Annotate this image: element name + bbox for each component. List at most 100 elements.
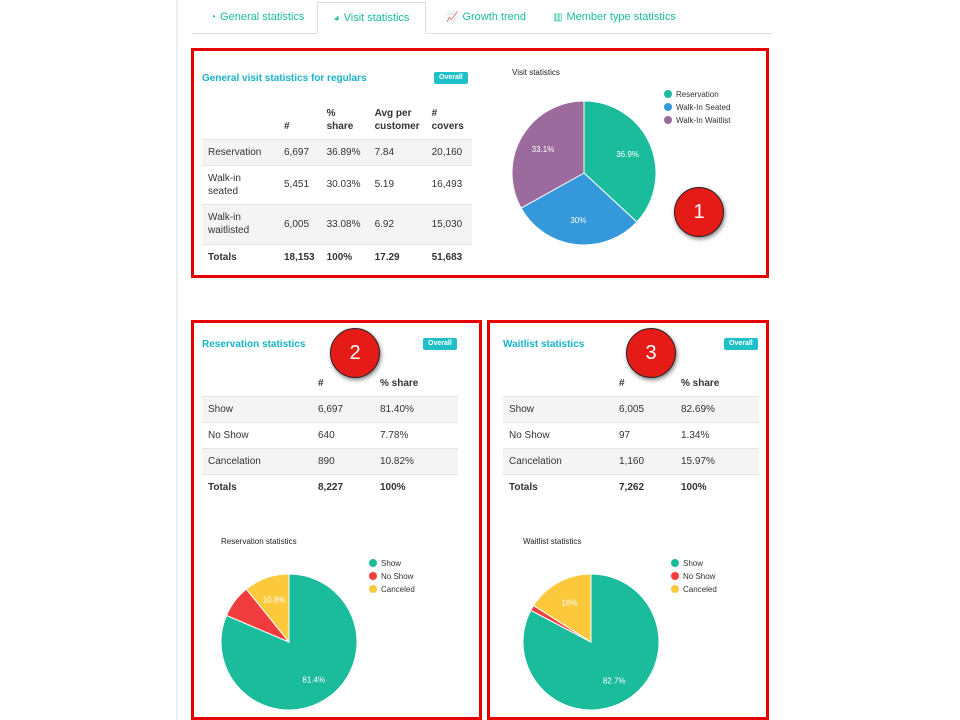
pie-slice-canceled[interactable] (245, 573, 290, 644)
cell: 7.78% (374, 421, 458, 448)
legend-item[interactable]: Walk-In Seated (664, 101, 731, 114)
legend-item[interactable]: Show (671, 557, 717, 570)
col-header (202, 371, 312, 396)
totals-row: Totals 18,153 100% 17.29 51,683 (202, 243, 472, 270)
panel-title: Reservation statistics (202, 339, 306, 350)
cell: Totals (503, 473, 613, 500)
table-row: Show 6,005 82.69% (503, 395, 759, 422)
cell: 15,030 (425, 203, 472, 244)
tab-member-type-statistics[interactable]: ▥ Member type statistics (553, 2, 676, 32)
cell: 5,451 (278, 164, 321, 204)
cell: 36.89% (320, 138, 369, 165)
cell: 6,697 (278, 138, 321, 165)
tab-label: General statistics (220, 11, 305, 23)
tab-label: Growth trend (462, 11, 527, 23)
cell: 15.97% (675, 447, 759, 474)
cell: No Show (503, 421, 613, 448)
cell: 18,153 (278, 243, 321, 270)
tab-growth-trend[interactable]: 📈 Growth trend (446, 2, 526, 32)
pie-chart-icon: ◕ (333, 13, 340, 24)
reservation-table: # % share Show 6,697 81.40% No Show 640 … (202, 371, 458, 500)
legend-item[interactable]: Reservation (664, 88, 731, 101)
overall-badge: Overall (434, 72, 468, 84)
pie-slice-walk-in-waitlist[interactable] (511, 100, 585, 209)
table-row: Cancelation 890 10.82% (202, 447, 458, 474)
reservation-pie-chart: 81.4% 10.8% (220, 573, 358, 711)
visit-pie-chart: 36.9% 30% 33.1% (511, 100, 657, 246)
cell: 640 (312, 421, 374, 448)
legend-item[interactable]: Canceled (369, 583, 415, 596)
cell: 100% (374, 473, 458, 500)
cell: Show (503, 395, 613, 422)
col-header: # (284, 120, 290, 132)
col-header: # (318, 377, 324, 389)
col-header: # covers (431, 107, 464, 132)
tab-visit-statistics[interactable]: ◕ Visit statistics (317, 2, 426, 34)
cell: 7.84 (368, 138, 426, 165)
col-header: % share (326, 107, 354, 132)
cell: 20,160 (425, 138, 472, 165)
cell: 82.69% (675, 395, 759, 422)
chart-title: Waitlist statistics (523, 537, 582, 546)
pie-data-label: 10.8% (263, 596, 286, 605)
table-row: Cancelation 1,160 15.97% (503, 447, 759, 474)
cell: 7,262 (613, 473, 675, 500)
pie-data-label: 33.1% (532, 145, 555, 154)
cell: 6.92 (368, 203, 426, 244)
cell: 5.19 (368, 164, 426, 204)
tab-label: Member type statistics (566, 11, 676, 23)
col-header: % share (681, 377, 720, 389)
pie-slice-show[interactable] (220, 573, 358, 711)
cell: No Show (202, 421, 312, 448)
legend-item[interactable]: Canceled (671, 583, 717, 596)
col-header: Avg per customer (374, 107, 420, 132)
legend-item[interactable]: No Show (671, 570, 717, 583)
table-row: No Show 640 7.78% (202, 421, 458, 448)
cell: 890 (312, 447, 374, 474)
pie-slice-walk-in-seated[interactable] (520, 172, 638, 246)
cell: Walk-in seated (202, 164, 278, 204)
cell: 33.08% (320, 203, 369, 244)
bar-chart-icon: ▥ (553, 12, 563, 23)
table-row: Show 6,697 81.40% (202, 395, 458, 422)
table-row: Walk-in seated 5,451 30.03% 5.19 16,493 (202, 164, 472, 204)
cell: 8,227 (312, 473, 374, 500)
panel-title: General visit statistics for regulars (202, 73, 367, 84)
chart-legend: Reservation Walk-In Seated Walk-In Waitl… (664, 88, 731, 127)
cell: 51,683 (425, 243, 472, 270)
cell: 10.82% (374, 447, 458, 474)
tab-general-statistics[interactable]: ◔ General statistics (210, 2, 304, 32)
totals-row: Totals 7,262 100% (503, 473, 759, 500)
legend-item[interactable]: No Show (369, 570, 415, 583)
pie-slice-reservation[interactable] (583, 100, 657, 223)
chart-legend: Show No Show Canceled (671, 557, 717, 596)
chart-title: Visit statistics (512, 68, 560, 77)
pie-slice-show[interactable] (522, 573, 660, 711)
pie-slice-canceled[interactable] (532, 573, 592, 643)
waitlist-statistics-panel: Waitlist statistics Overall # % share Sh… (487, 320, 769, 720)
cell: 17.29 (368, 243, 426, 270)
cell: 30.03% (320, 164, 369, 204)
legend-item[interactable]: Walk-In Waitlist (664, 114, 731, 127)
legend-item[interactable]: Show (369, 557, 415, 570)
waitlist-table: # % share Show 6,005 82.69% No Show 97 1… (503, 371, 759, 500)
cell: Show (202, 395, 312, 422)
cell: 97 (613, 421, 675, 448)
callout-marker-2: 2 (330, 328, 380, 378)
cell: 6,697 (312, 395, 374, 422)
cell: 100% (320, 243, 369, 270)
cell: Cancelation (202, 447, 312, 474)
totals-row: Totals 8,227 100% (202, 473, 458, 500)
cell: Walk-in waitlisted (202, 203, 278, 244)
cell: Totals (202, 473, 312, 500)
cell: 6,005 (278, 203, 321, 244)
waitlist-pie-chart: 82.7% 16% (522, 573, 660, 711)
tab-bar: ◔ General statistics ◕ Visit statistics 📈 G… (192, 0, 772, 34)
reservation-statistics-panel: Reservation statistics Overall # % share… (191, 320, 482, 720)
cell: Cancelation (503, 447, 613, 474)
cell: 1.34% (675, 421, 759, 448)
visit-table: # % share Avg per customer # covers Rese… (202, 105, 472, 270)
left-panel-edge (176, 0, 178, 720)
col-header (503, 371, 613, 396)
pie-data-label: 36.9% (616, 150, 639, 159)
